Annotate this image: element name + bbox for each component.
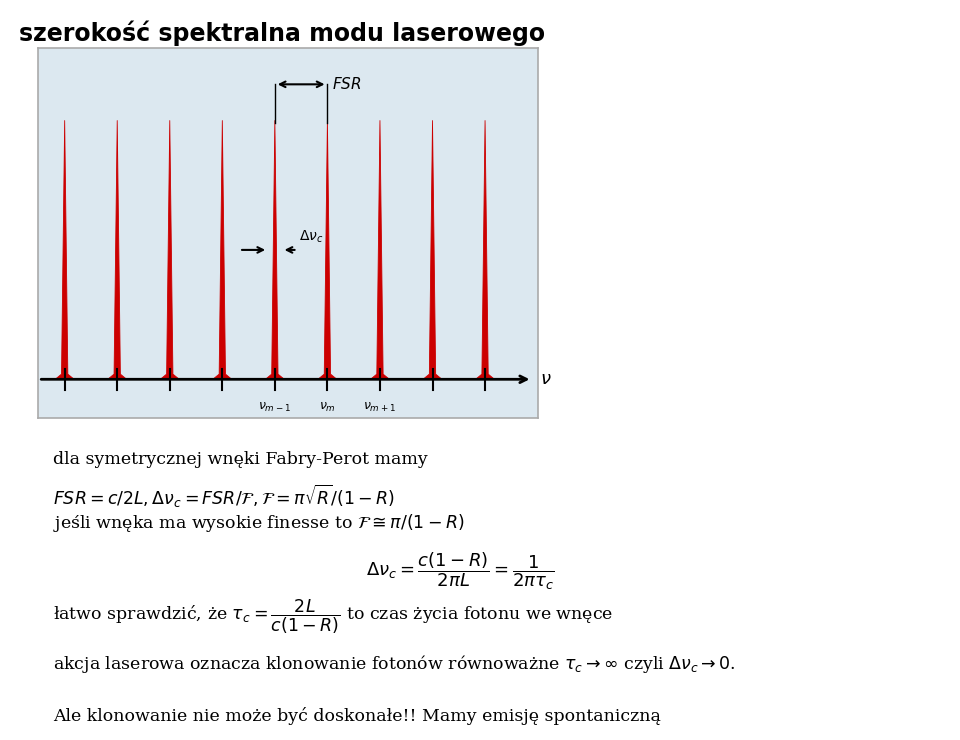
Text: Ale klonowanie nie może być doskonałe!! Mamy emisję spontaniczną: Ale klonowanie nie może być doskonałe!! … xyxy=(53,707,660,724)
Text: $\Delta\nu_c = \dfrac{c(1-R)}{2\pi L} = \dfrac{1}{2\pi\tau_c}$: $\Delta\nu_c = \dfrac{c(1-R)}{2\pi L} = … xyxy=(367,551,555,592)
Text: $\Delta\nu_c$: $\Delta\nu_c$ xyxy=(299,229,323,245)
Polygon shape xyxy=(213,121,231,380)
Text: szerokość spektralna modu laserowego: szerokość spektralna modu laserowego xyxy=(19,21,545,46)
Text: $\nu_{m+1}$: $\nu_{m+1}$ xyxy=(364,401,396,414)
Polygon shape xyxy=(160,121,180,380)
Text: jeśli wnęka ma wysokie finesse to $\mathcal{F} \cong \pi/(1-R)$: jeśli wnęka ma wysokie finesse to $\math… xyxy=(53,512,465,534)
Polygon shape xyxy=(475,121,494,380)
Polygon shape xyxy=(108,121,127,380)
Polygon shape xyxy=(423,121,442,380)
Polygon shape xyxy=(56,121,74,380)
Text: $\nu_m$: $\nu_m$ xyxy=(319,401,336,414)
Text: akcja laserowa oznacza klonowanie fotonów równoważne $\tau_c \rightarrow \infty$: akcja laserowa oznacza klonowanie fotonó… xyxy=(53,653,735,675)
Polygon shape xyxy=(371,121,390,380)
Polygon shape xyxy=(265,121,284,380)
Polygon shape xyxy=(318,121,337,380)
Text: dla symetrycznej wnęki Fabry-Perot mamy: dla symetrycznej wnęki Fabry-Perot mamy xyxy=(53,451,427,468)
Text: $\nu_{m-1}$: $\nu_{m-1}$ xyxy=(258,401,291,414)
Text: $FSR$: $FSR$ xyxy=(331,76,361,92)
Text: łatwo sprawdzić, że $\tau_c = \dfrac{2L}{c(1-R)}$ to czas życia fotonu we wnęce: łatwo sprawdzić, że $\tau_c = \dfrac{2L}… xyxy=(53,598,613,636)
Text: $\nu$: $\nu$ xyxy=(540,370,552,388)
Text: $FSR = c/2L, \Delta\nu_c = FSR/\mathcal{F}, \mathcal{F} = \pi\sqrt{R}/(1-R)$: $FSR = c/2L, \Delta\nu_c = FSR/\mathcal{… xyxy=(53,482,395,510)
